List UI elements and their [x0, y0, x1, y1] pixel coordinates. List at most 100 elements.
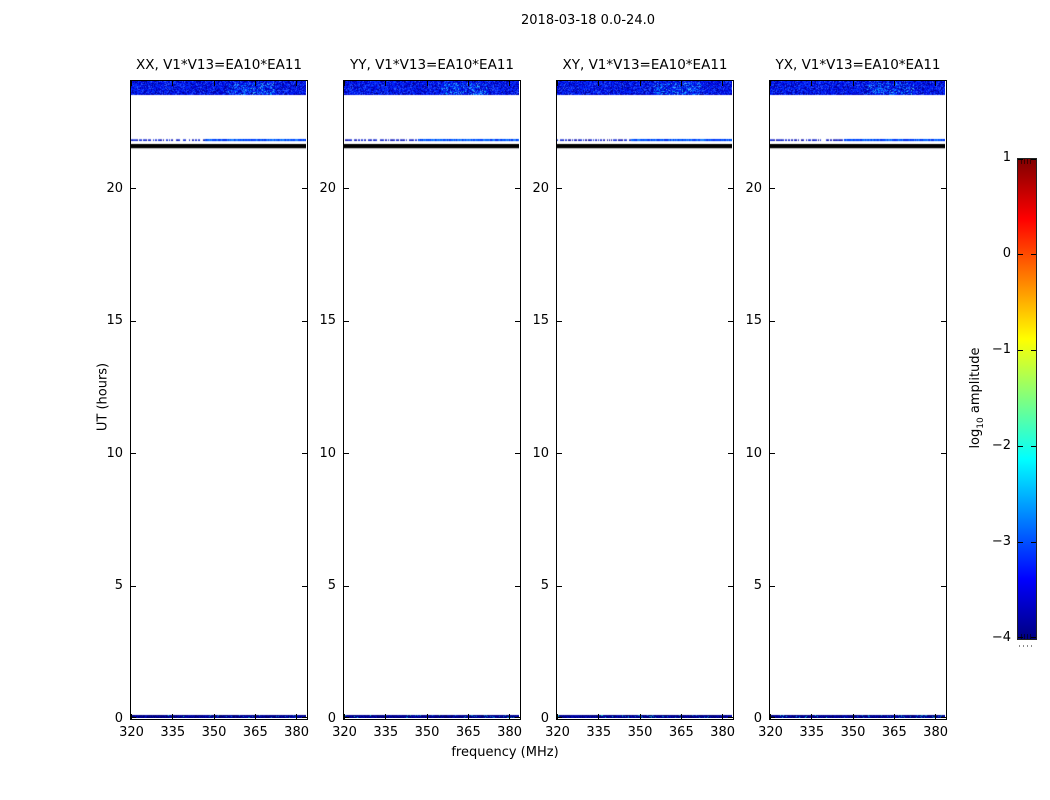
y-tick-label: 20	[284, 181, 336, 196]
colorbar-bottom-dots	[1019, 645, 1035, 647]
x-tick-mark-top	[172, 81, 173, 86]
y-tick-mark	[557, 321, 562, 322]
panel-title-yy: YY, V1*V13=EA10*EA11	[350, 57, 514, 73]
y-tick-mark	[557, 586, 562, 587]
y-tick-label: 20	[710, 181, 762, 196]
y-tick-label: 10	[71, 446, 123, 461]
colorbar-tick-mark	[1018, 159, 1023, 160]
panel-xy	[556, 80, 734, 720]
figure: 2018-03-18 0.0-24.0 UT (hours) frequency…	[0, 0, 1050, 800]
y-tick-label: 5	[284, 578, 336, 593]
x-tick-label: 365	[243, 725, 268, 740]
x-tick-mark-top	[935, 81, 936, 86]
colorbar-tick-mark-right	[1031, 446, 1036, 447]
x-tick-mark-top	[557, 81, 558, 86]
x-tick-mark	[385, 714, 386, 719]
y-tick-mark	[557, 188, 562, 189]
x-tick-mark-top	[640, 81, 641, 86]
x-tick-mark-top	[598, 81, 599, 86]
x-tick-mark-top	[214, 81, 215, 86]
x-tick-mark	[598, 714, 599, 719]
y-tick-mark	[131, 321, 136, 322]
x-tick-label: 350	[415, 725, 440, 740]
y-tick-label: 5	[710, 578, 762, 593]
heatmap-canvas-xx	[131, 81, 306, 718]
y-tick-label: 15	[71, 313, 123, 328]
y-tick-mark	[557, 453, 562, 454]
colorbar-label: log10 amplitude	[968, 347, 986, 448]
x-tick-label: 335	[373, 725, 398, 740]
y-tick-label: 20	[71, 181, 123, 196]
x-tick-label: 335	[799, 725, 824, 740]
x-tick-label: 335	[586, 725, 611, 740]
x-tick-mark	[640, 714, 641, 719]
panel-yy	[343, 80, 521, 720]
y-tick-mark	[770, 321, 775, 322]
x-tick-label: 350	[202, 725, 227, 740]
colorbar-tick-mark-right	[1031, 254, 1036, 255]
x-tick-mark-top	[344, 81, 345, 86]
y-tick-label: 10	[497, 446, 549, 461]
colorbar-tick-mark-right	[1031, 159, 1036, 160]
x-tick-mark-top	[509, 81, 510, 86]
y-tick-label: 15	[710, 313, 762, 328]
colorbar-tick-mark-right	[1031, 637, 1036, 638]
x-tick-mark-top	[255, 81, 256, 86]
x-tick-label: 320	[545, 725, 570, 740]
x-tick-label: 380	[497, 725, 522, 740]
x-tick-mark-top	[853, 81, 854, 86]
x-tick-mark-top	[894, 81, 895, 86]
x-tick-mark	[894, 714, 895, 719]
colorbar-label-suffix: amplitude	[968, 347, 983, 417]
y-tick-mark	[770, 188, 775, 189]
x-tick-mark-top	[296, 81, 297, 86]
y-tick-mark	[770, 717, 775, 718]
colorbar-tick-mark-right	[1031, 350, 1036, 351]
x-tick-label: 320	[119, 725, 144, 740]
figure-title: 2018-03-18 0.0-24.0	[521, 13, 655, 28]
heatmap-canvas-yy	[344, 81, 519, 718]
x-tick-label: 380	[710, 725, 735, 740]
y-tick-label: 10	[710, 446, 762, 461]
y-tick-label: 5	[497, 578, 549, 593]
heatmap-canvas-xy	[557, 81, 732, 718]
colorbar-gradient	[1018, 159, 1036, 639]
y-tick-mark-right	[941, 717, 946, 718]
y-tick-mark-right	[941, 321, 946, 322]
colorbar-tick-mark-right	[1031, 542, 1036, 543]
colorbar-tick-label: −3	[971, 534, 1011, 549]
x-tick-label: 335	[160, 725, 185, 740]
x-tick-mark-top	[811, 81, 812, 86]
x-tick-mark-top	[468, 81, 469, 86]
y-tick-mark	[131, 717, 136, 718]
panel-yx	[769, 80, 947, 720]
x-tick-mark	[935, 714, 936, 719]
y-axis-label: UT (hours)	[96, 363, 111, 431]
y-tick-label: 15	[284, 313, 336, 328]
x-tick-label: 365	[456, 725, 481, 740]
x-tick-mark-top	[385, 81, 386, 86]
x-tick-mark-top	[770, 81, 771, 86]
x-tick-mark	[468, 714, 469, 719]
y-tick-mark	[344, 453, 349, 454]
y-tick-label: 0	[71, 711, 123, 726]
x-tick-mark	[172, 714, 173, 719]
y-tick-mark	[557, 717, 562, 718]
y-tick-mark	[131, 586, 136, 587]
panel-xx	[130, 80, 308, 720]
y-tick-mark	[344, 586, 349, 587]
y-tick-label: 0	[284, 711, 336, 726]
y-tick-mark	[344, 321, 349, 322]
colorbar-tick-mark	[1018, 350, 1023, 351]
x-tick-mark	[427, 714, 428, 719]
colorbar-tick-label: 1	[971, 150, 1011, 165]
x-tick-mark	[255, 714, 256, 719]
x-tick-label: 380	[923, 725, 948, 740]
x-tick-label: 365	[882, 725, 907, 740]
y-tick-label: 5	[71, 578, 123, 593]
x-tick-label: 320	[758, 725, 783, 740]
x-tick-mark	[214, 714, 215, 719]
x-tick-label: 380	[284, 725, 309, 740]
y-tick-label: 15	[497, 313, 549, 328]
colorbar	[1017, 158, 1037, 640]
